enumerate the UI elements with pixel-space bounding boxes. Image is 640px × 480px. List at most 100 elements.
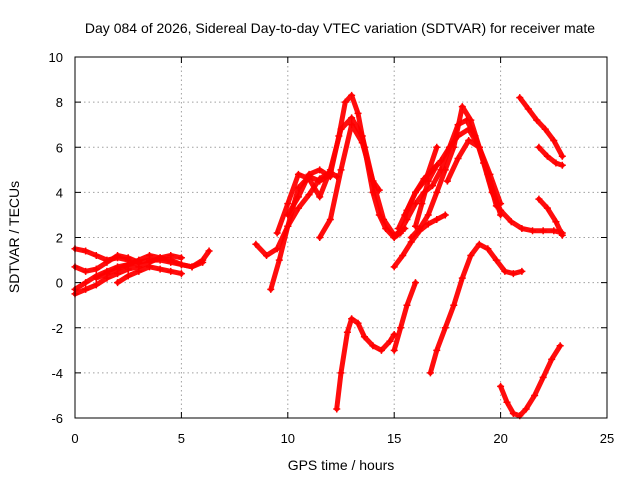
data-point (263, 252, 271, 260)
data-point (397, 324, 405, 332)
data-point (326, 173, 334, 181)
data-point (358, 139, 366, 147)
data-point (177, 261, 185, 269)
data-point (426, 369, 434, 377)
data-point (497, 211, 505, 219)
data-point (114, 279, 122, 287)
y-tick-label: -2 (51, 321, 63, 336)
data-point (501, 267, 509, 275)
data-point (433, 161, 441, 169)
x-tick-labels: 0 5 10 15 20 25 (71, 431, 614, 446)
data-point (92, 265, 100, 273)
data-point (437, 157, 445, 165)
data-point (558, 161, 566, 169)
data-point (401, 211, 409, 219)
data-point (82, 267, 90, 275)
data-point (450, 301, 458, 309)
data-point (103, 270, 111, 278)
data-point (114, 265, 122, 273)
data-point (411, 279, 419, 287)
series-line (536, 144, 565, 168)
data-point (458, 274, 466, 282)
data-point (558, 231, 566, 239)
data-point (284, 211, 292, 219)
data-point (348, 114, 356, 122)
series-line (391, 280, 418, 353)
x-tick-label: 20 (493, 431, 507, 446)
data-point (273, 245, 281, 253)
data-point (375, 186, 383, 194)
y-tick-labels: -6 -4 -2 0 2 4 6 8 10 (49, 50, 63, 426)
data-point (403, 301, 411, 309)
data-point (441, 324, 449, 332)
data-point (252, 240, 260, 248)
series-18 (411, 161, 441, 230)
data-point (316, 166, 324, 174)
data-point (337, 125, 345, 133)
x-tick-label: 25 (600, 431, 614, 446)
data-point (492, 256, 500, 264)
series-16 (390, 211, 449, 271)
data-point (433, 346, 441, 354)
data-point (492, 202, 500, 210)
data-point (92, 252, 100, 260)
data-point (552, 218, 560, 226)
series-line (413, 162, 440, 229)
data-point (380, 215, 388, 223)
data-point (558, 152, 566, 160)
data-point (516, 94, 524, 102)
data-point (475, 240, 483, 248)
data-point (369, 177, 377, 185)
data-point (316, 193, 324, 201)
data-point (524, 105, 532, 113)
data-point (433, 188, 441, 196)
data-point (533, 116, 541, 124)
axis-ticks (74, 56, 608, 419)
data-point (103, 258, 111, 266)
data-point (458, 103, 466, 111)
data-point (369, 342, 377, 350)
series-line (427, 241, 525, 376)
series-20 (426, 240, 526, 377)
data-point (386, 337, 394, 345)
data-point (424, 211, 432, 219)
data-point (316, 177, 324, 185)
series-21 (497, 342, 564, 420)
data-point (433, 215, 441, 223)
x-tick-label: 0 (71, 431, 78, 446)
data-point (475, 143, 483, 151)
data-point (167, 267, 175, 275)
data-point (316, 234, 324, 241)
data-point (199, 258, 207, 266)
data-point (518, 267, 526, 275)
data-point (394, 224, 402, 232)
data-point (377, 346, 385, 354)
data-point (294, 204, 302, 212)
data-point (156, 254, 164, 262)
data-point (82, 285, 90, 293)
data-point (503, 398, 511, 406)
data-point (416, 227, 424, 235)
data-point (188, 263, 196, 271)
data-point (424, 220, 432, 228)
data-point (529, 227, 537, 235)
data-point (411, 200, 419, 208)
y-tick-label: 2 (56, 231, 63, 246)
data-point (539, 227, 547, 235)
data-point (205, 247, 213, 255)
data-point (326, 166, 334, 174)
data-point (92, 281, 100, 289)
data-point (145, 263, 153, 271)
data-point (337, 166, 345, 174)
x-tick-label: 5 (178, 431, 185, 446)
series-9 (316, 121, 383, 241)
data-point (337, 369, 345, 377)
data-point (305, 170, 313, 178)
data-point (177, 254, 185, 262)
data-point (552, 159, 560, 167)
data-point (531, 391, 539, 399)
data-point (124, 261, 132, 269)
data-point (167, 256, 175, 264)
data-point (124, 254, 132, 262)
data-point (82, 279, 90, 287)
